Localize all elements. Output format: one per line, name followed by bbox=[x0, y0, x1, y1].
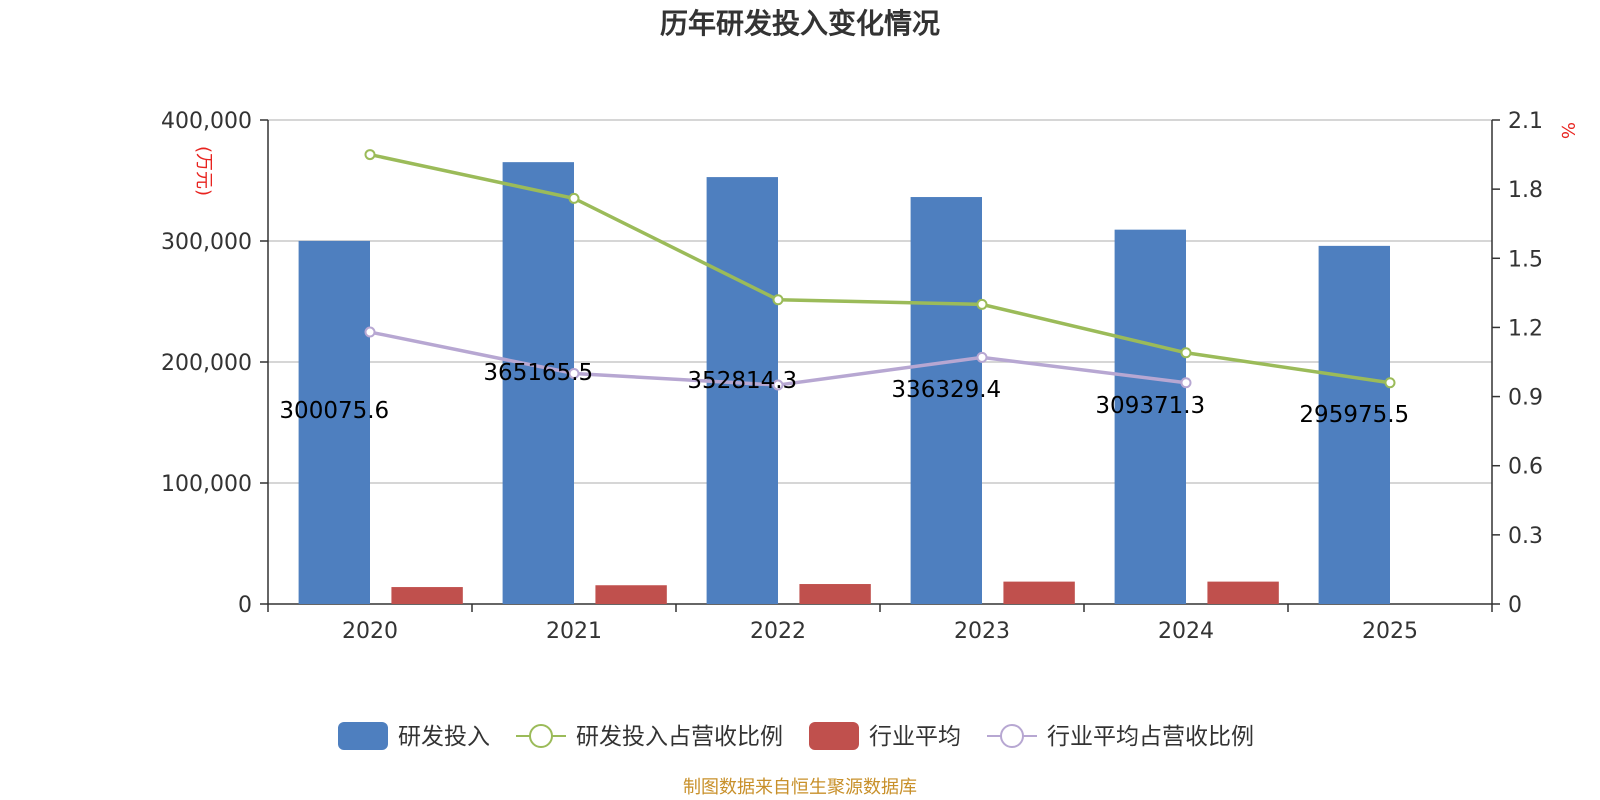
y-right-tick-label: 2.1 bbox=[1508, 109, 1543, 134]
bar-industry-average bbox=[595, 585, 667, 604]
y-right-tick-label: 0.3 bbox=[1508, 524, 1543, 549]
legend-label: 研发投入 bbox=[398, 724, 490, 750]
bar-rd-investment bbox=[1318, 245, 1390, 605]
bar-data-label: 336329.4 bbox=[891, 377, 1001, 403]
point-rd-ratio bbox=[568, 192, 580, 204]
legend-swatch-marker bbox=[529, 724, 553, 748]
bar-data-label: 300075.6 bbox=[279, 398, 389, 424]
point-industry-ratio bbox=[568, 368, 580, 380]
point-industry-ratio bbox=[364, 326, 376, 338]
point-rd-ratio bbox=[1180, 347, 1192, 359]
bar-rd-investment bbox=[298, 240, 370, 605]
bar-data-label: 309371.3 bbox=[1095, 393, 1205, 419]
x-tick-label: 2023 bbox=[954, 619, 1010, 644]
line-rd-ratio bbox=[369, 152, 1391, 385]
y-right-tick-label: 0 bbox=[1508, 593, 1522, 618]
x-tick-label: 2022 bbox=[750, 619, 806, 644]
legend-swatch-bar bbox=[338, 722, 388, 750]
source-note: 制图数据来自恒生聚源数据库 bbox=[683, 777, 917, 798]
y-left-unit: (万元) bbox=[193, 146, 214, 196]
bar-industry-average bbox=[1003, 581, 1075, 604]
x-tick-label: 2025 bbox=[1362, 619, 1418, 644]
legend-label: 行业平均 bbox=[869, 724, 961, 750]
y-left-tick-label: 200,000 bbox=[161, 351, 252, 376]
point-rd-ratio bbox=[364, 149, 376, 161]
legend-label: 研发投入占营收比例 bbox=[576, 724, 783, 750]
bar-industry-average bbox=[391, 587, 463, 604]
legend-label: 行业平均占营收比例 bbox=[1047, 724, 1254, 750]
point-industry-ratio bbox=[976, 351, 988, 363]
point-industry-ratio bbox=[1180, 377, 1192, 389]
x-tick-label: 2021 bbox=[546, 619, 602, 644]
y-right-unit: % bbox=[1557, 122, 1578, 139]
bar-rd-investment bbox=[502, 162, 574, 604]
point-rd-ratio bbox=[1384, 377, 1396, 389]
bar-data-label: 352814.3 bbox=[687, 368, 797, 394]
y-right-tick-label: 1.8 bbox=[1508, 178, 1543, 203]
y-right-tick-label: 0.9 bbox=[1508, 386, 1543, 411]
bar-data-label: 365165.5 bbox=[483, 360, 593, 386]
point-industry-ratio bbox=[772, 379, 784, 391]
bar-industry-average bbox=[1207, 581, 1279, 604]
point-rd-ratio bbox=[976, 298, 988, 310]
y-left-tick-label: 0 bbox=[238, 593, 252, 618]
y-left-tick-label: 400,000 bbox=[161, 109, 252, 134]
x-tick-label: 2020 bbox=[342, 619, 398, 644]
y-right-tick-label: 1.2 bbox=[1508, 316, 1543, 341]
legend-swatch-bar bbox=[809, 722, 859, 750]
y-right-tick-label: 0.6 bbox=[1508, 455, 1543, 480]
y-right-tick-label: 1.5 bbox=[1508, 247, 1543, 272]
point-rd-ratio bbox=[772, 294, 784, 306]
bar-rd-investment bbox=[706, 177, 778, 604]
bar-data-label: 295975.5 bbox=[1299, 402, 1409, 428]
legend-swatch-marker bbox=[1000, 724, 1024, 748]
bar-industry-average bbox=[799, 584, 871, 604]
x-tick-label: 2024 bbox=[1158, 619, 1214, 644]
y-left-tick-label: 100,000 bbox=[161, 472, 252, 497]
bar-rd-investment bbox=[910, 197, 982, 604]
y-left-tick-label: 300,000 bbox=[161, 230, 252, 255]
chart-title: 历年研发投入变化情况 bbox=[660, 7, 940, 40]
bar-rd-investment bbox=[1114, 229, 1186, 605]
